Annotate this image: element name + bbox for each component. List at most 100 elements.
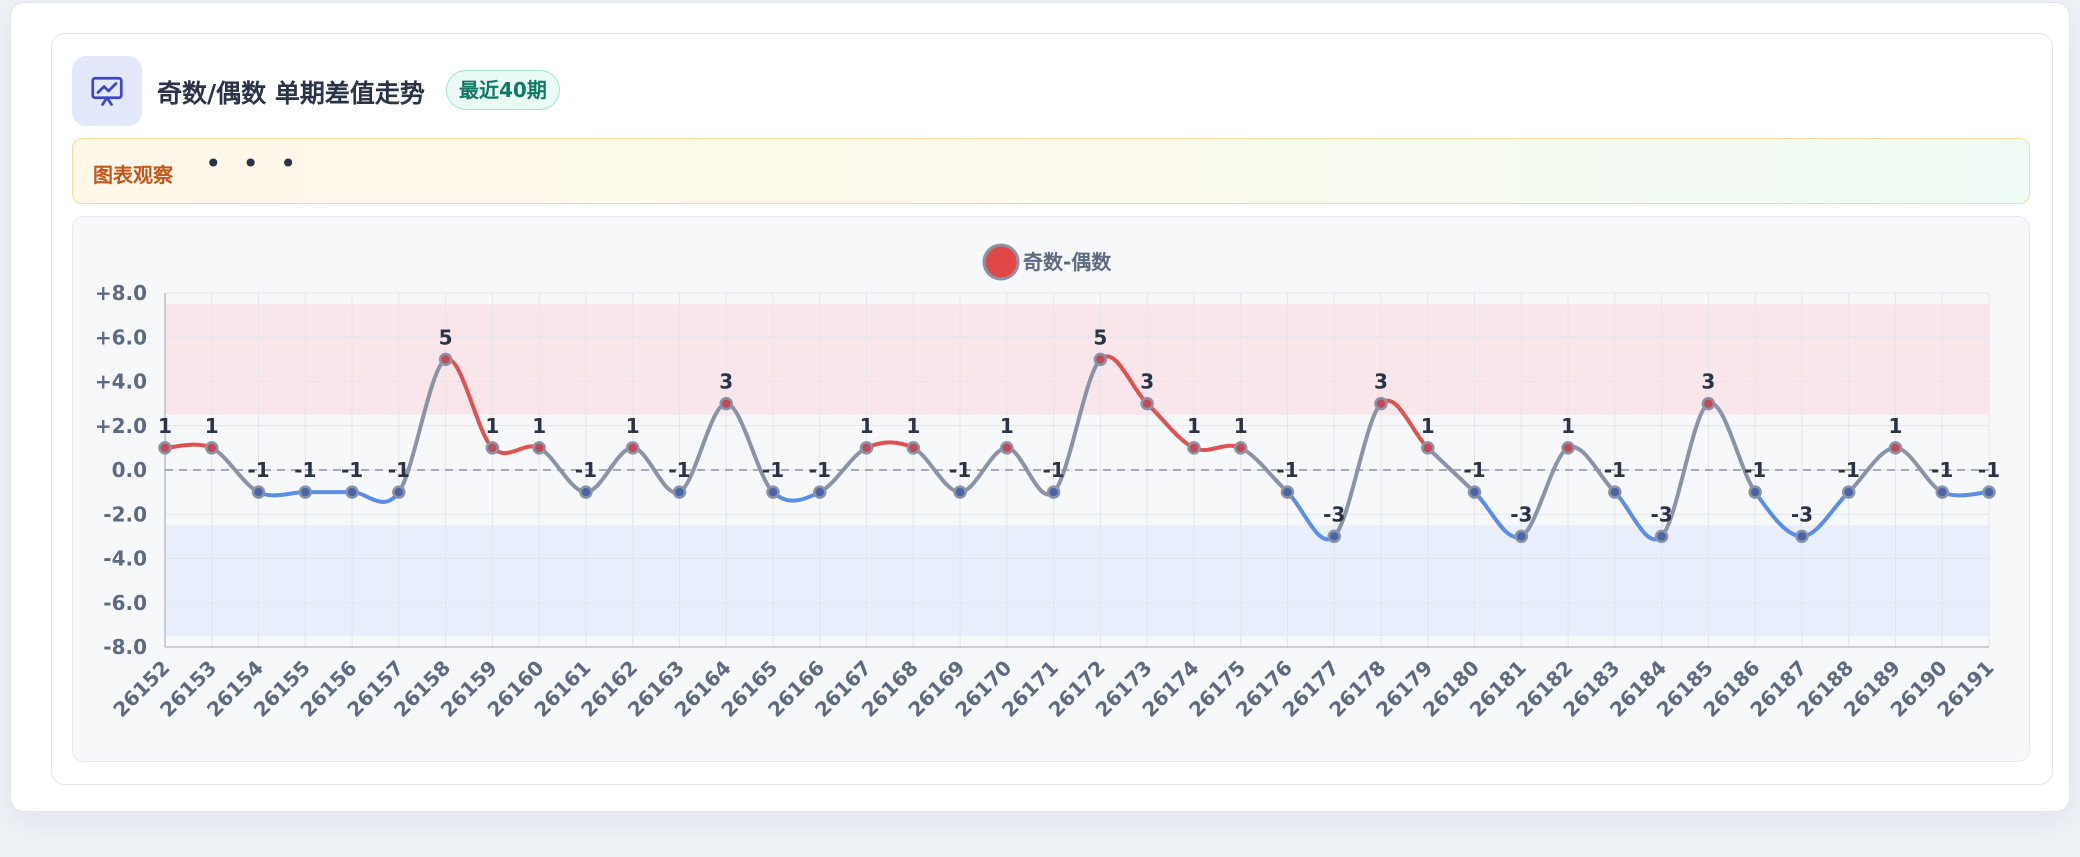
data-label: -1 bbox=[1043, 458, 1065, 482]
y-tick-label: +6.0 bbox=[95, 325, 147, 349]
data-label: -1 bbox=[294, 458, 316, 482]
data-label: -1 bbox=[1838, 458, 1860, 482]
chart-title: 奇数/偶数 单期差值走势 bbox=[157, 79, 425, 108]
y-tick-label: 0.0 bbox=[112, 458, 147, 482]
legend-label: 奇数-偶数 bbox=[1023, 250, 1112, 274]
data-point bbox=[1046, 485, 1061, 499]
series-line-segment bbox=[350, 490, 401, 504]
data-label: 1 bbox=[626, 414, 640, 438]
data-label: 1 bbox=[1889, 414, 1903, 438]
data-point bbox=[345, 485, 359, 499]
data-point bbox=[392, 485, 406, 499]
data-point bbox=[719, 396, 733, 411]
data-label: -1 bbox=[247, 458, 269, 482]
series-line-segment bbox=[771, 490, 822, 503]
presentation-chart-icon bbox=[72, 56, 142, 126]
data-point bbox=[1561, 441, 1575, 455]
data-point bbox=[1935, 485, 1949, 499]
data-label: 3 bbox=[1374, 370, 1388, 394]
data-label: -1 bbox=[388, 458, 410, 482]
data-label: 3 bbox=[1701, 370, 1715, 394]
data-point bbox=[532, 441, 546, 455]
data-label: -1 bbox=[668, 458, 690, 482]
data-label: 1 bbox=[1234, 414, 1248, 438]
data-label: -3 bbox=[1651, 502, 1673, 526]
data-label: 1 bbox=[1421, 414, 1435, 438]
data-label: 1 bbox=[532, 414, 546, 438]
series-line-segment bbox=[1051, 357, 1103, 495]
data-point bbox=[485, 441, 500, 455]
series-line-segment bbox=[1940, 490, 1991, 498]
data-label: -1 bbox=[1604, 458, 1626, 482]
data-point bbox=[953, 485, 967, 499]
data-label: 1 bbox=[205, 414, 219, 438]
y-tick-label: +8.0 bbox=[95, 281, 147, 305]
data-point bbox=[579, 485, 593, 499]
data-point bbox=[859, 441, 874, 455]
data-point bbox=[158, 441, 172, 455]
data-label: 3 bbox=[719, 370, 733, 394]
data-point bbox=[1280, 485, 1295, 499]
series-line-segment bbox=[1519, 445, 1571, 539]
data-point bbox=[438, 352, 453, 367]
data-point bbox=[1841, 485, 1856, 499]
data-point bbox=[1514, 529, 1529, 544]
observation-label: 图表观察 bbox=[93, 163, 173, 187]
series-line-segment bbox=[163, 442, 214, 450]
page-container: 奇数/偶数 单期差值走势 最近40期 图表观察 • • • +8.0 +6.0 +4… bbox=[10, 2, 2070, 812]
data-point bbox=[1327, 529, 1341, 544]
observation-panel[interactable]: 图表观察 • • • bbox=[72, 138, 2030, 204]
data-label: 1 bbox=[906, 414, 920, 438]
data-point bbox=[1982, 485, 1996, 499]
data-point bbox=[1421, 441, 1435, 455]
data-label: -1 bbox=[341, 458, 363, 482]
data-label: -1 bbox=[809, 458, 831, 482]
data-point bbox=[1654, 529, 1669, 544]
series-line-segment bbox=[396, 357, 448, 495]
data-label: -1 bbox=[1463, 458, 1485, 482]
band-positive bbox=[165, 304, 1989, 415]
data-label: 1 bbox=[1561, 414, 1575, 438]
data-point bbox=[1093, 352, 1108, 367]
data-point bbox=[766, 485, 780, 499]
legend-marker bbox=[982, 243, 1020, 281]
series-line-segment bbox=[490, 444, 542, 455]
data-label: 1 bbox=[1187, 414, 1201, 438]
y-tick-label: -2.0 bbox=[103, 502, 147, 526]
data-point bbox=[1140, 396, 1154, 411]
data-label: -3 bbox=[1510, 502, 1532, 526]
chart-card: 奇数/偶数 单期差值走势 最近40期 图表观察 • • • +8.0 +6.0 +4… bbox=[51, 33, 2053, 785]
y-tick-label: -4.0 bbox=[103, 547, 147, 571]
data-point bbox=[1748, 485, 1762, 499]
data-point bbox=[1795, 529, 1809, 544]
data-point bbox=[1888, 441, 1903, 455]
data-label: 3 bbox=[1140, 370, 1154, 394]
data-label: 1 bbox=[1000, 414, 1014, 438]
data-point bbox=[1608, 485, 1622, 499]
series-line-segment bbox=[864, 440, 916, 450]
data-label: -3 bbox=[1791, 502, 1813, 526]
data-label: -1 bbox=[762, 458, 784, 482]
more-dots-icon[interactable]: • • • bbox=[205, 147, 303, 180]
y-tick-label: -8.0 bbox=[103, 635, 147, 659]
data-label: -1 bbox=[1931, 458, 1953, 482]
plot-area: +8.0 +6.0 +4.0 +2.0 0.0 -2.0 -4.0 -6.0 -8.0 26152… bbox=[72, 216, 2030, 762]
data-label: -1 bbox=[949, 458, 971, 482]
period-badge: 最近40期 bbox=[446, 70, 560, 110]
data-point bbox=[205, 441, 219, 455]
data-point bbox=[1187, 441, 1201, 455]
series-line-segment bbox=[1332, 401, 1383, 539]
data-point bbox=[906, 441, 921, 455]
data-point bbox=[1701, 396, 1716, 411]
data-point bbox=[1467, 485, 1482, 499]
data-point bbox=[251, 485, 266, 499]
line-chart: +8.0+6.0+4.0+2.00.0-2.0-4.0-6.0-8.026152… bbox=[95, 243, 2000, 722]
data-label: -1 bbox=[1978, 458, 2000, 482]
y-tick-label: +4.0 bbox=[95, 370, 147, 394]
data-label: -3 bbox=[1323, 502, 1345, 526]
data-label: 5 bbox=[439, 325, 453, 349]
series-line-segment bbox=[256, 490, 308, 498]
data-point bbox=[625, 441, 640, 455]
band-negative bbox=[165, 525, 1989, 636]
data-label: 5 bbox=[1093, 325, 1107, 349]
